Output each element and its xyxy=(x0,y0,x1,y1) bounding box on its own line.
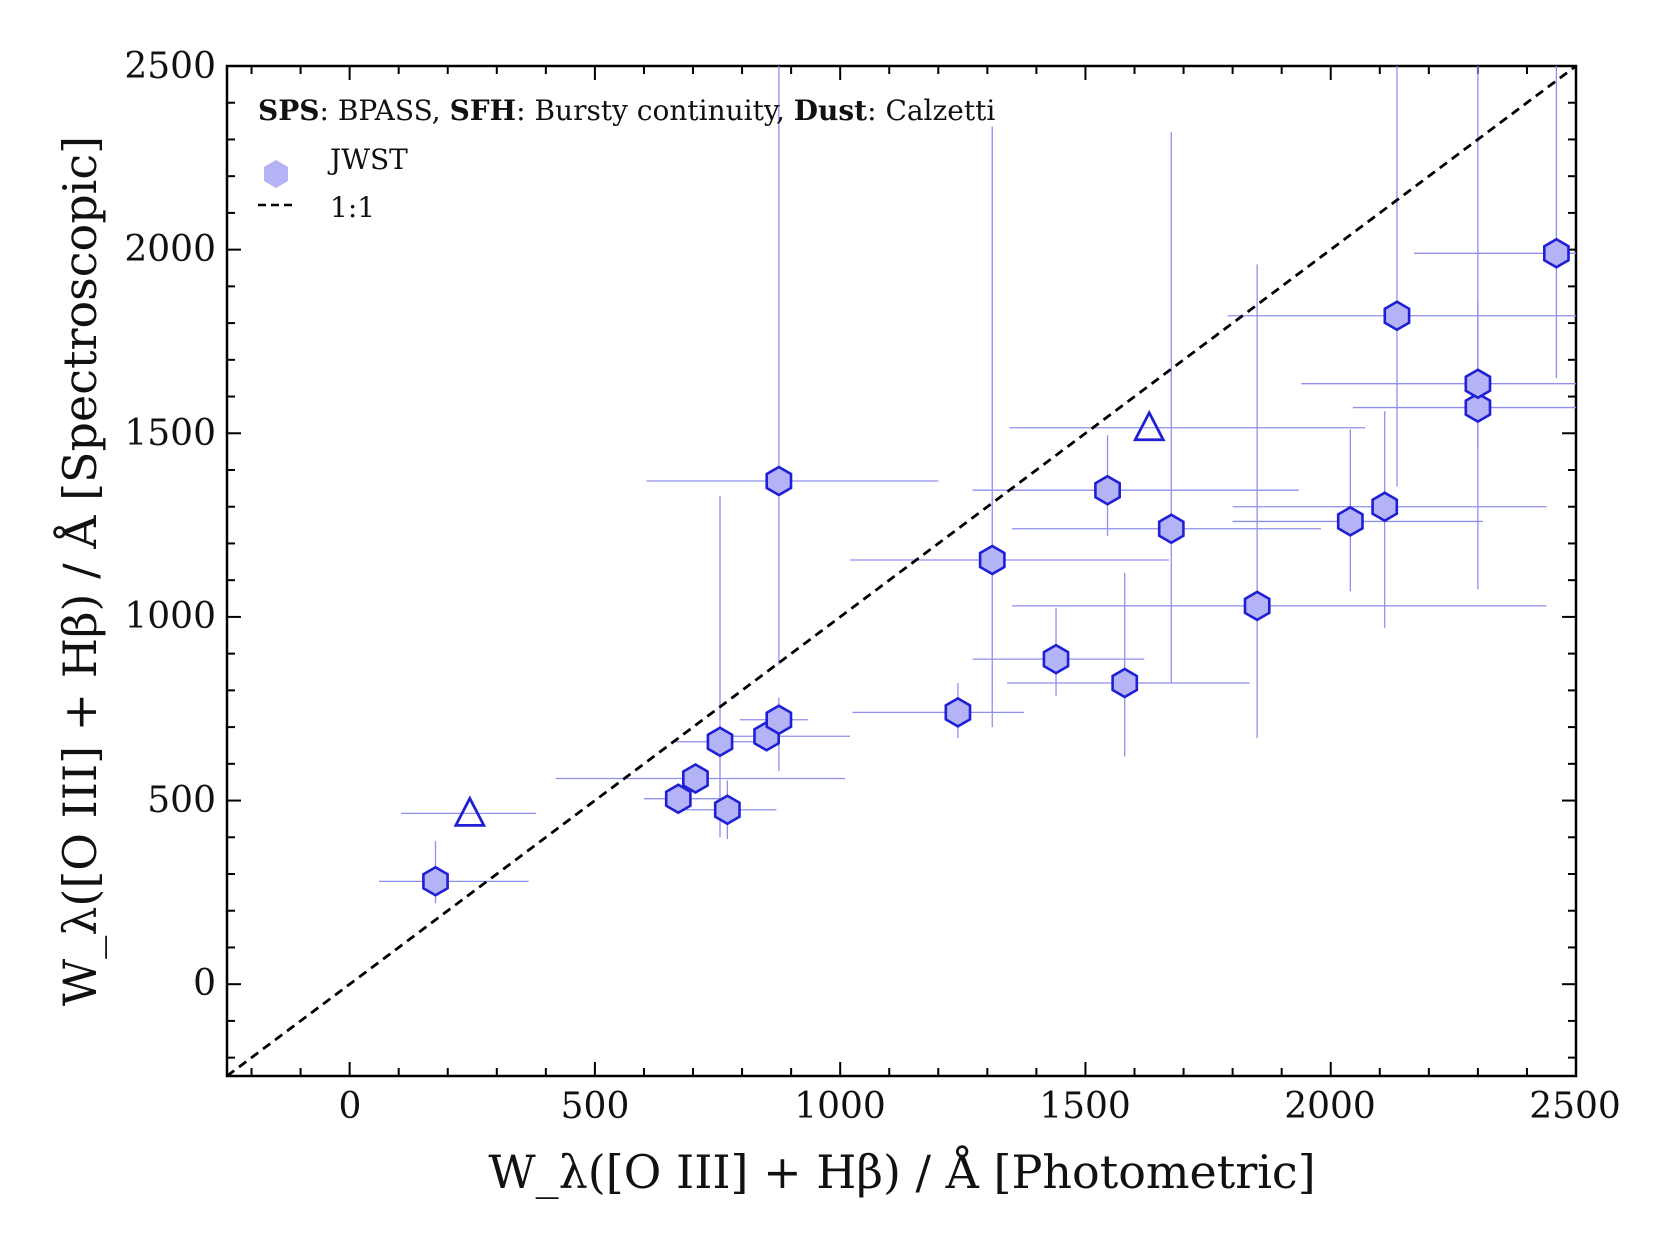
y-tick-label: 1500 xyxy=(124,413,216,454)
legend-hexagon-icon xyxy=(264,160,288,188)
data-point-hexagon xyxy=(681,762,709,795)
data-point-hexagon xyxy=(1464,368,1492,400)
x-tick-label: 2000 xyxy=(1284,1086,1376,1127)
data-markers xyxy=(422,237,1570,897)
legend-sfh-value: : Bursty continuity, xyxy=(516,94,794,127)
y-axis-title: W_λ([O III] + Hβ) / Å [Spectroscopic] xyxy=(52,136,107,1006)
data-point-hexagon xyxy=(664,783,692,815)
data-point-triangle xyxy=(1132,409,1166,442)
legend-sps-value: : BPASS, xyxy=(320,94,450,127)
data-point-hexagon xyxy=(1383,300,1411,332)
one-to-one-line xyxy=(227,66,1576,1076)
legend-sfh-key: SFH xyxy=(450,94,517,127)
y-tick-label: 0 xyxy=(193,963,216,1004)
x-tick-labels: 0 500 1000 1500 2000 2500 xyxy=(339,1086,1621,1127)
one-to-one-line-group xyxy=(227,66,1576,1076)
x-tick-label: 2500 xyxy=(1529,1086,1621,1127)
y-tick-label: 1000 xyxy=(124,596,216,637)
data-point-hexagon xyxy=(1336,505,1364,537)
legend-entry-jwst: JWST xyxy=(327,143,408,176)
data-point-hexagon xyxy=(765,704,793,736)
data-point-hexagon xyxy=(1094,474,1121,506)
data-point-hexagon xyxy=(1111,667,1139,699)
data-point-hexagon xyxy=(978,544,1006,576)
plot-frame xyxy=(225,64,1578,1078)
data-point-hexagon xyxy=(944,696,972,728)
legend: SPS: BPASS, SFH: Bursty continuity, Dust… xyxy=(258,94,995,224)
legend-header: SPS: BPASS, SFH: Bursty continuity, Dust… xyxy=(258,94,995,127)
x-tick-label: 1500 xyxy=(1039,1086,1131,1127)
legend-dust-key: Dust xyxy=(794,94,867,127)
x-axis-title: W_λ([O III] + Hβ) / Å [Photometric] xyxy=(488,1144,1315,1199)
data-point-hexagon xyxy=(1243,590,1271,622)
x-tick-label: 500 xyxy=(561,1086,630,1127)
y-tick-label: 2000 xyxy=(124,229,216,270)
data-point-hexagon xyxy=(1543,237,1570,269)
y-tick-label: 500 xyxy=(147,780,216,821)
data-point-hexagon xyxy=(713,794,741,826)
y-tick-label: 2500 xyxy=(124,46,216,87)
x-tick-label: 1000 xyxy=(794,1086,886,1127)
legend-dust-value: : Calzetti xyxy=(867,94,995,127)
data-point-triangle xyxy=(453,795,487,827)
data-point-hexagon xyxy=(1371,491,1399,523)
legend-sps-key: SPS xyxy=(258,94,320,127)
data-point-hexagon xyxy=(422,865,449,897)
x-tick-label: 0 xyxy=(339,1086,362,1127)
data-point-hexagon xyxy=(1042,643,1070,675)
legend-entry-one-to-one: 1:1 xyxy=(330,191,375,224)
data-point-hexagon xyxy=(706,726,734,758)
data-point-hexagon xyxy=(1464,392,1492,424)
data-point-hexagon xyxy=(1157,513,1185,545)
data-point-hexagon xyxy=(765,465,793,497)
errorbars xyxy=(379,66,1576,904)
y-tick-labels: 0 500 1000 1500 2000 2500 xyxy=(124,46,216,1004)
